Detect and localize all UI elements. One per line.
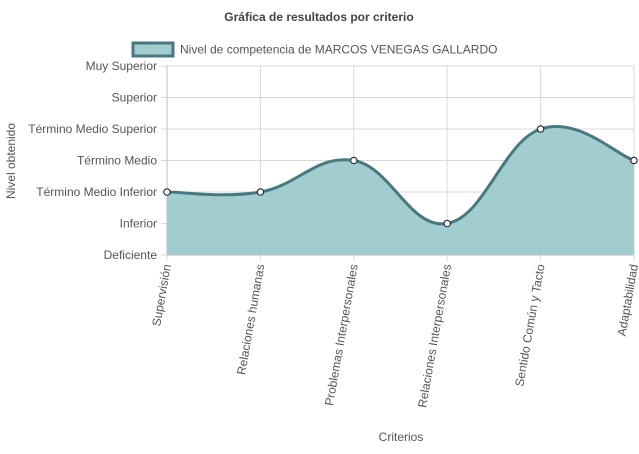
data-points (163, 125, 638, 228)
y-tick-label: Término Medio (77, 154, 157, 168)
legend-swatch (131, 41, 175, 58)
x-tick-labels: Supervisión Relaciones humanas Problemas I… (149, 263, 639, 409)
y-tick-label: Término Medio Superior (28, 122, 157, 136)
x-axis-label: Criterios (379, 430, 424, 444)
area-layer (166, 125, 635, 255)
y-tick-label: Inferior (120, 217, 157, 231)
y-tick-label: Término Medio Inferior (36, 185, 157, 199)
data-point (630, 156, 638, 165)
x-tick-label: Adaptabilidad (615, 263, 639, 337)
y-axis-label: Nivel obtenido (4, 123, 18, 199)
legend[interactable]: Nivel de competencia de MARCOS VENEGAS G… (131, 41, 497, 58)
data-point (536, 125, 545, 133)
series-area (167, 126, 634, 255)
data-point (443, 219, 452, 228)
legend-label: Nivel de competencia de MARCOS VENEGAS G… (180, 43, 497, 57)
y-tick-labels: Deficiente Inferior Término Medio Inferior… (28, 59, 157, 262)
y-tick-label: Muy Superior (86, 59, 157, 73)
x-tick-label: Relaciones humanas (234, 263, 267, 376)
y-tick-label: Superior (112, 91, 157, 105)
data-point (163, 188, 171, 196)
x-tick-label: Problemas Interpersonales (322, 263, 361, 407)
x-tick-label: Relaciones Interpersonales (415, 263, 454, 409)
data-point (349, 156, 358, 165)
x-tick-label: Sentido Común y Tacto (512, 263, 547, 388)
chart-title: Gráfica de resultados por criterio (224, 10, 413, 24)
y-tick-label: Deficiente (104, 248, 158, 262)
data-point (256, 188, 265, 196)
axes (166, 66, 634, 256)
x-tick-label: Supervisión (149, 263, 174, 327)
